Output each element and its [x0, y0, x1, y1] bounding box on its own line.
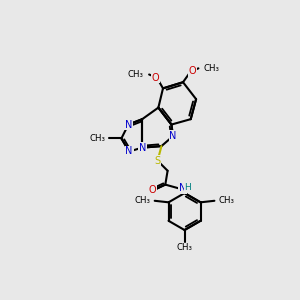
Text: N: N: [139, 143, 146, 153]
Text: O: O: [148, 185, 156, 195]
Text: S: S: [154, 156, 161, 166]
Text: O: O: [188, 66, 196, 76]
Text: O: O: [152, 73, 159, 82]
Text: CH₃: CH₃: [176, 243, 193, 252]
Text: N: N: [178, 184, 186, 194]
Text: CH₃: CH₃: [128, 70, 144, 79]
Text: N: N: [125, 119, 132, 130]
Text: CH₃: CH₃: [204, 64, 220, 73]
Text: CH₃: CH₃: [135, 196, 151, 205]
Text: H: H: [184, 183, 191, 192]
Text: CH₃: CH₃: [218, 196, 234, 205]
Text: CH₃: CH₃: [89, 134, 105, 143]
Text: N: N: [169, 131, 177, 141]
Text: N: N: [125, 146, 133, 157]
